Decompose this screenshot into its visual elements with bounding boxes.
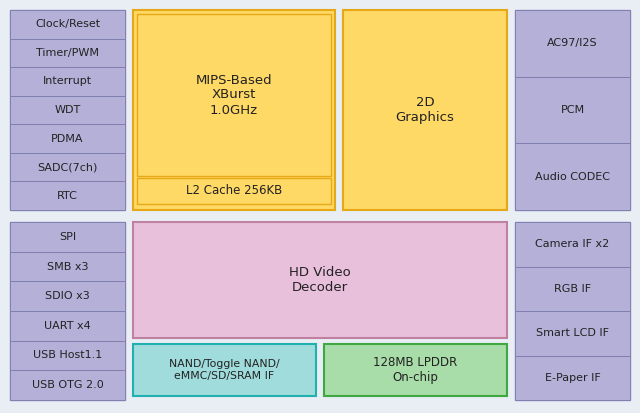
Bar [137, 14, 331, 176]
Bar [133, 344, 316, 396]
Text: 2D
Graphics: 2D Graphics [396, 96, 454, 124]
Bar [515, 356, 630, 400]
Bar [133, 10, 335, 210]
Text: PCM: PCM [561, 105, 584, 115]
Bar [10, 222, 125, 400]
Text: UART x4: UART x4 [44, 321, 91, 331]
Bar [133, 222, 507, 338]
Bar [10, 38, 125, 67]
Bar [10, 311, 125, 341]
Bar [515, 311, 630, 356]
Bar [10, 281, 125, 311]
Text: Interrupt: Interrupt [43, 76, 92, 86]
Text: E-Paper IF: E-Paper IF [545, 373, 600, 383]
Text: PDMA: PDMA [51, 133, 84, 144]
Text: HD Video
Decoder: HD Video Decoder [289, 266, 351, 294]
Bar [515, 222, 630, 266]
Bar [515, 143, 630, 210]
Bar [324, 344, 507, 396]
Bar [10, 222, 125, 252]
Bar [515, 266, 630, 311]
Bar [10, 67, 125, 96]
Bar [10, 341, 125, 370]
Text: Clock/Reset: Clock/Reset [35, 19, 100, 29]
Bar [515, 10, 630, 77]
Bar [10, 252, 125, 281]
Bar [515, 10, 630, 210]
Text: SDIO x3: SDIO x3 [45, 291, 90, 301]
Bar [10, 10, 125, 38]
Text: MIPS-Based
XBurst
1.0GHz: MIPS-Based XBurst 1.0GHz [196, 74, 272, 116]
Bar [10, 10, 125, 210]
Text: Smart LCD IF: Smart LCD IF [536, 328, 609, 338]
Bar [343, 10, 507, 210]
Text: RGB IF: RGB IF [554, 284, 591, 294]
Bar [137, 178, 331, 204]
Text: USB Host1.1: USB Host1.1 [33, 351, 102, 361]
Text: NAND/Toggle NAND/
eMMC/SD/SRAM IF: NAND/Toggle NAND/ eMMC/SD/SRAM IF [169, 359, 280, 381]
Bar [10, 181, 125, 210]
Text: USB OTG 2.0: USB OTG 2.0 [31, 380, 104, 390]
Bar [10, 96, 125, 124]
Bar [10, 153, 125, 181]
Text: RTC: RTC [57, 191, 78, 201]
Bar [10, 124, 125, 153]
Text: Timer/PWM: Timer/PWM [36, 48, 99, 58]
Text: SPI: SPI [59, 232, 76, 242]
Text: Camera IF x2: Camera IF x2 [536, 239, 610, 249]
Text: SADC(7ch): SADC(7ch) [37, 162, 98, 172]
Bar [10, 370, 125, 400]
Text: Audio CODEC: Audio CODEC [535, 172, 610, 182]
Text: AC97/I2S: AC97/I2S [547, 38, 598, 48]
Text: WDT: WDT [54, 105, 81, 115]
Text: 128MB LPDDR
On-chip: 128MB LPDDR On-chip [373, 356, 458, 384]
Bar [515, 222, 630, 400]
Text: L2 Cache 256KB: L2 Cache 256KB [186, 185, 282, 197]
Bar [515, 77, 630, 143]
Text: SMB x3: SMB x3 [47, 261, 88, 271]
